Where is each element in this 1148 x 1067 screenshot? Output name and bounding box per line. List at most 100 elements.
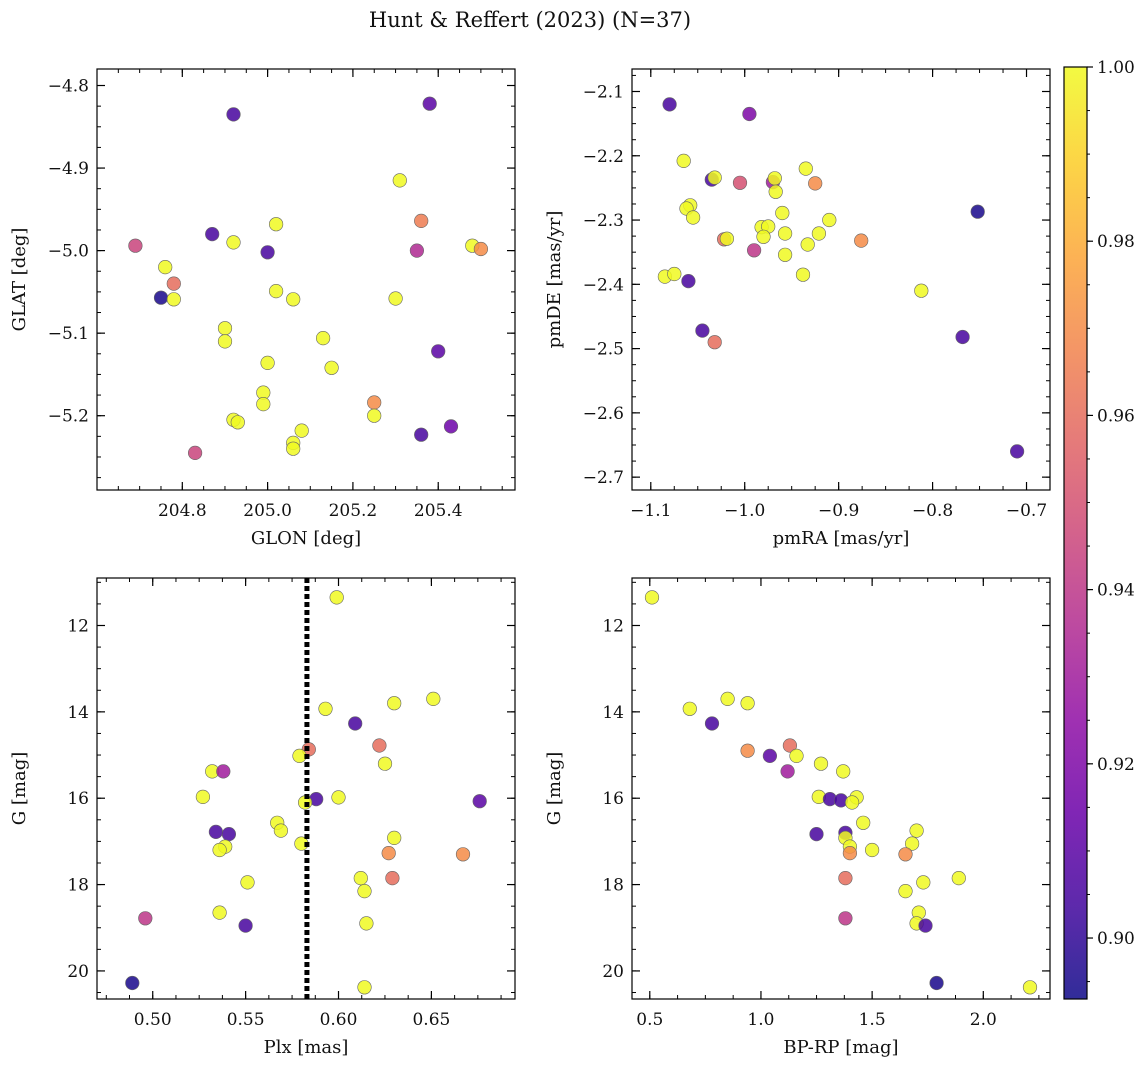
data-point — [348, 716, 363, 731]
data-point — [682, 701, 697, 716]
data-point — [780, 764, 795, 779]
data-point — [158, 260, 173, 275]
data-point — [426, 691, 441, 707]
x-tick-label: 0.55 — [227, 1010, 265, 1030]
colorbar-tick-label: 0.98 — [1097, 232, 1135, 252]
y-tick-label: −5.2 — [48, 407, 89, 427]
data-point — [409, 243, 425, 258]
figure-title: Hunt & Reffert (2023) (N=37) — [369, 8, 691, 32]
x-tick-label: −0.9 — [818, 501, 859, 521]
data-point — [904, 836, 920, 851]
x-tick-label: 204.8 — [158, 501, 207, 521]
data-point — [286, 292, 301, 307]
data-point — [707, 170, 722, 185]
data-point — [331, 790, 346, 805]
y-tick-label: 20 — [602, 962, 624, 982]
data-point — [205, 227, 220, 242]
data-point — [822, 212, 837, 228]
data-point — [768, 184, 783, 199]
data-point — [644, 590, 660, 605]
x-tick-label: 0.60 — [320, 1010, 358, 1030]
data-point — [742, 106, 757, 122]
data-point — [226, 235, 241, 250]
colorbar: 0.90 0.92 0.94 0.96 0.98 1.00 — [1063, 58, 1135, 1000]
data-point — [898, 847, 913, 862]
data-point — [951, 870, 966, 886]
data-point — [226, 107, 241, 122]
data-point — [707, 335, 722, 350]
data-point — [212, 842, 227, 858]
x-tick-label: −0.7 — [1006, 501, 1047, 521]
y-tick-label: 14 — [602, 703, 624, 723]
data-point — [719, 231, 735, 246]
y-tick-label: 12 — [67, 616, 89, 636]
data-point — [898, 883, 913, 899]
data-point — [238, 918, 253, 933]
data-point — [955, 329, 970, 345]
data-point — [217, 334, 233, 349]
data-point — [746, 243, 762, 258]
x-tick-label: 0.65 — [412, 1010, 450, 1030]
data-point — [195, 789, 210, 805]
data-point — [836, 764, 851, 779]
colorbar-gradient — [1063, 66, 1088, 1000]
data-point — [929, 975, 944, 991]
data-point — [740, 696, 755, 711]
panel-plx-g: 0.50 0.55 0.60 0.65 12 14 16 18 20 Plx [mas] G [ma… — [9, 577, 516, 1058]
colorbar-tick-label: 0.90 — [1097, 929, 1135, 949]
y-tick-label: 18 — [67, 876, 89, 896]
data-point — [381, 845, 396, 861]
data-point — [777, 226, 793, 241]
data-point — [387, 696, 402, 711]
x-tick-label: 2.0 — [970, 1010, 997, 1030]
panel-bprp-g: 0.5 1.0 1.5 2.0 12 14 16 18 20 BP-RP [mag] G [mag] — [544, 577, 1051, 1058]
data-point — [367, 395, 382, 410]
data-point — [286, 441, 301, 456]
data-point — [125, 975, 140, 991]
data-point — [676, 153, 691, 168]
data-point — [798, 161, 813, 176]
axes-frame — [631, 68, 1051, 491]
y-tick-label: 18 — [602, 876, 624, 896]
axes-frame — [96, 68, 516, 491]
y-tick-label: 16 — [602, 789, 624, 809]
data-point — [681, 274, 696, 289]
x-axis-label: BP-RP [mag] — [783, 1037, 898, 1058]
data-point — [359, 916, 374, 931]
y-tick-label: −4.9 — [48, 159, 89, 179]
data-point — [269, 217, 284, 232]
colorbar-tick-label: 0.94 — [1097, 581, 1135, 601]
data-point — [685, 210, 701, 225]
y-tick-label: −2.7 — [583, 468, 624, 488]
x-axis-label: GLON [deg] — [251, 528, 361, 549]
data-point — [324, 360, 339, 375]
y-tick-label: −5.0 — [48, 242, 89, 262]
y-tick-label: −4.8 — [48, 77, 89, 97]
data-point — [740, 743, 755, 758]
axes-frame — [96, 577, 516, 1000]
data-point — [809, 826, 824, 842]
data-point — [1022, 980, 1038, 995]
data-point — [782, 738, 798, 753]
data-point — [367, 408, 382, 423]
data-point — [775, 205, 790, 221]
data-point — [357, 883, 372, 899]
data-point — [240, 875, 255, 890]
y-axis-label: GLAT [deg] — [9, 228, 30, 332]
data-point — [230, 415, 245, 430]
data-point — [762, 748, 778, 764]
y-tick-label: −2.6 — [583, 404, 624, 424]
data-point — [970, 204, 985, 219]
data-point — [918, 918, 933, 933]
x-tick-label: −1.1 — [630, 501, 671, 521]
y-axis-label: G [mag] — [544, 752, 565, 825]
data-point — [864, 842, 880, 858]
colorbar-tick-label: 0.96 — [1097, 406, 1135, 426]
data-point — [166, 276, 181, 291]
y-tick-label: −2.5 — [583, 340, 624, 360]
x-axis-label: Plx [mas] — [264, 1037, 349, 1058]
data-point — [473, 241, 489, 257]
x-tick-label: 0.5 — [636, 1010, 663, 1030]
data-point — [329, 590, 344, 605]
